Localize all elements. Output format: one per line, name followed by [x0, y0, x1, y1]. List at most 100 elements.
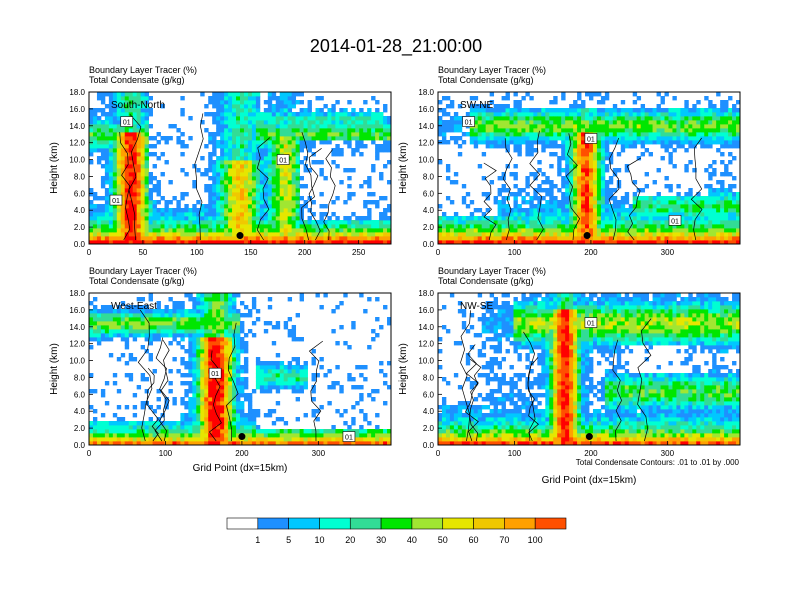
- field-cell: [216, 176, 221, 181]
- field-cell: [577, 220, 582, 225]
- field-cell: [144, 337, 149, 342]
- field-cell: [684, 128, 689, 133]
- field-cell: [585, 120, 590, 125]
- field-cell: [311, 240, 316, 245]
- field-cell: [724, 220, 729, 225]
- field-cell: [712, 228, 717, 233]
- field-cell: [224, 421, 229, 426]
- field-cell: [473, 144, 479, 149]
- field-cell: [553, 108, 558, 113]
- field-cell: [156, 236, 161, 241]
- field-cell: [212, 136, 217, 141]
- field-cell: [164, 200, 169, 205]
- field-cell: [208, 192, 213, 197]
- field-cell: [128, 377, 134, 382]
- field-cell: [228, 353, 233, 358]
- field-cell: [608, 228, 614, 233]
- field-cell: [387, 224, 392, 229]
- field-cell: [124, 405, 130, 410]
- field-cell: [577, 136, 582, 141]
- field-cell: [267, 180, 273, 185]
- field-cell: [263, 108, 269, 113]
- field-cell: [112, 112, 118, 117]
- field-cell: [148, 341, 153, 346]
- field-cell: [375, 156, 380, 161]
- field-cell: [172, 337, 177, 342]
- field-cell: [367, 116, 372, 121]
- field-cell: [592, 216, 598, 221]
- field-cell: [696, 112, 701, 117]
- field-cell: [331, 104, 336, 109]
- field-cell: [604, 232, 610, 237]
- field-cell: [204, 172, 209, 177]
- field-cell: [108, 96, 114, 101]
- field-cell: [716, 108, 721, 113]
- field-cell: [224, 196, 229, 201]
- field-cell: [307, 220, 312, 225]
- field-cell: [303, 116, 308, 121]
- field-cell: [212, 200, 217, 205]
- field-cell: [275, 152, 281, 157]
- field-cell: [287, 212, 293, 217]
- field-cell: [108, 188, 114, 193]
- field-cell: [565, 228, 570, 233]
- field-cell: [664, 224, 669, 229]
- field-cell: [585, 124, 590, 129]
- field-cell: [529, 152, 534, 157]
- field-cell: [251, 224, 257, 229]
- field-cell: [156, 429, 161, 434]
- field-cell: [271, 104, 277, 109]
- field-cell: [120, 425, 126, 430]
- field-cell: [541, 188, 546, 193]
- field-cell: [140, 132, 146, 137]
- field-cell: [224, 224, 229, 229]
- field-cell: [367, 180, 372, 185]
- field-cell: [343, 116, 348, 121]
- field-cell: [608, 188, 614, 193]
- field-cell: [363, 120, 368, 125]
- field-cell: [212, 321, 217, 326]
- field-cell: [228, 124, 233, 129]
- field-cell: [200, 301, 205, 306]
- field-cell: [351, 168, 356, 173]
- field-cell: [180, 425, 185, 430]
- field-cell: [347, 124, 352, 129]
- field-cell: [295, 212, 300, 217]
- field-cell: [720, 144, 725, 149]
- field-cell: [624, 140, 630, 145]
- field-cell: [549, 124, 554, 129]
- field-cell: [96, 321, 102, 326]
- field-cell: [569, 236, 574, 241]
- field-cell: [581, 136, 586, 141]
- field-cell: [216, 200, 221, 205]
- field-cell: [168, 433, 173, 438]
- field-cell: [600, 136, 606, 141]
- field-cell: [525, 140, 530, 145]
- field-cell: [577, 104, 582, 109]
- field-cell: [592, 164, 598, 169]
- field-cell: [120, 325, 126, 330]
- field-cell: [604, 228, 610, 233]
- field-cell: [561, 156, 566, 161]
- field-cell: [200, 240, 205, 245]
- field-cell: [144, 216, 149, 221]
- field-cell: [577, 188, 582, 193]
- field-cell: [112, 441, 118, 446]
- field-cell: [287, 200, 293, 205]
- field-cell: [592, 176, 598, 181]
- field-cell: [240, 116, 245, 121]
- field-cell: [176, 208, 181, 213]
- field-cell: [228, 301, 233, 306]
- field-cell: [620, 204, 626, 209]
- field-cell: [501, 104, 506, 109]
- field-cell: [200, 321, 205, 326]
- field-cell: [585, 148, 590, 153]
- field-cell: [485, 120, 491, 125]
- field-cell: [148, 437, 153, 442]
- field-cell: [509, 120, 514, 125]
- field-cell: [477, 208, 483, 213]
- field-cell: [291, 124, 297, 129]
- field-cell: [712, 204, 717, 209]
- field-cell: [200, 236, 205, 241]
- field-cell: [116, 429, 122, 434]
